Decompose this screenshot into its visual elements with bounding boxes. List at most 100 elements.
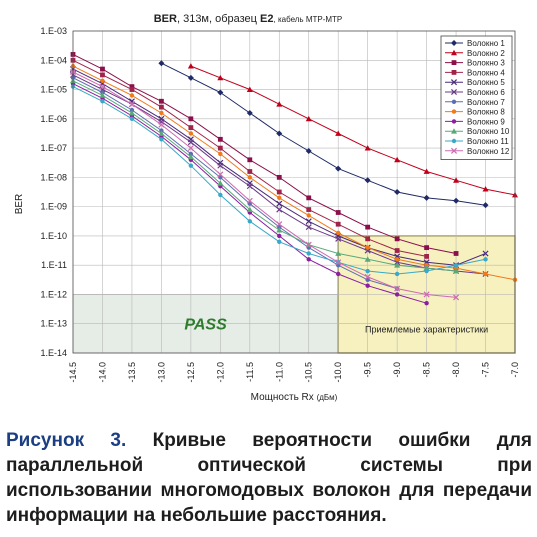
data-point	[365, 224, 371, 230]
data-point	[365, 283, 370, 288]
data-point	[364, 177, 371, 184]
data-point	[482, 186, 489, 192]
series-line	[72, 80, 457, 272]
data-point	[483, 257, 488, 262]
data-point	[217, 171, 224, 178]
data-point	[129, 87, 135, 92]
x-tick-label: -10.0	[333, 362, 343, 383]
data-point	[305, 148, 312, 155]
data-point	[305, 224, 312, 231]
series-8	[70, 63, 518, 283]
data-point	[218, 192, 223, 198]
y-tick-labels: 1.E-03 1.E-04 1.E-05 1.E-06 1.E-07 1.E-08 1.E-…	[40, 26, 67, 358]
legend-label: Волокно 3	[467, 59, 505, 68]
data-point	[335, 235, 342, 242]
data-point	[451, 138, 457, 144]
data-point	[158, 121, 165, 128]
y-tick-label: 1.E-08	[40, 172, 67, 182]
y-tick-label: 1.E-13	[40, 319, 67, 329]
legend-entry: Волокно 9	[445, 117, 505, 126]
data-point	[247, 175, 252, 180]
data-point	[365, 245, 370, 250]
data-point	[482, 250, 489, 257]
data-point	[217, 162, 224, 169]
y-axis-label: BER	[14, 194, 25, 215]
legend-entry: Волокно 7	[445, 98, 505, 107]
data-point	[188, 163, 194, 168]
series-line	[72, 77, 398, 290]
x-tick-labels: -14.5 -14.0 -13.5 -13.0 -12.5 -12.0 -11.5 -11.0…	[68, 362, 520, 383]
series-line	[72, 71, 457, 298]
y-tick-label: 1.E-06	[40, 114, 67, 124]
x-tick-label: -13.0	[156, 362, 166, 383]
data-point	[246, 86, 253, 92]
data-point	[276, 221, 283, 228]
data-point	[217, 89, 224, 96]
data-point	[187, 145, 194, 152]
series-layer	[69, 52, 518, 306]
data-point	[450, 88, 458, 96]
series-line	[72, 53, 457, 254]
legend-entry: Волокно 12	[445, 147, 510, 156]
data-point	[276, 174, 282, 180]
data-point	[276, 200, 283, 207]
legend-entry: Волокно 8	[445, 108, 505, 117]
series-2	[187, 63, 518, 198]
caption-label: Рисунок 3.	[6, 430, 127, 451]
data-point	[187, 139, 194, 146]
legend-label: Волокно 6	[467, 88, 505, 97]
data-point	[453, 262, 459, 268]
data-point	[394, 248, 400, 253]
legend-entry: Волокно 6	[445, 88, 505, 97]
title-sample: E2	[260, 13, 273, 25]
data-point	[451, 119, 457, 124]
y-tick-label: 1.E-03	[40, 26, 67, 36]
legend-label: Волокно 11	[467, 137, 509, 146]
data-point	[100, 72, 105, 78]
legend-entry: Волокно 10	[445, 127, 510, 136]
legend-entry: Волокно 3	[445, 59, 505, 68]
x-tick-label: -7.5	[481, 362, 491, 378]
legend-entry: Волокно 5	[445, 78, 505, 87]
legend-box	[440, 35, 513, 160]
x-tick-label: -10.5	[304, 362, 314, 383]
data-point	[276, 189, 282, 195]
title-cable: , кабель MTP-MTP	[274, 15, 343, 24]
data-point	[247, 219, 252, 224]
x-axis-label-main: Мощность Rx	[251, 392, 314, 403]
legend-label: Волокно 5	[467, 78, 505, 87]
y-tick-label: 1.E-05	[40, 85, 67, 95]
data-point	[99, 83, 106, 90]
x-tick-label: -12.0	[215, 362, 225, 383]
data-point	[247, 157, 253, 163]
data-point	[129, 93, 135, 98]
data-point	[276, 206, 283, 213]
data-point	[277, 233, 282, 239]
data-point	[451, 49, 457, 56]
data-point	[394, 262, 401, 268]
x-tick-label: -8.0	[451, 362, 461, 378]
legend-label: Волокно 10	[467, 127, 510, 136]
legend-label: Волокно 2	[467, 49, 505, 58]
data-point	[451, 40, 457, 46]
data-point	[306, 251, 311, 256]
x-tick-label: -9.0	[392, 362, 402, 378]
data-point	[424, 245, 429, 251]
data-point	[129, 116, 135, 122]
data-point	[246, 197, 253, 204]
title-rest: , 313м, образец	[177, 13, 258, 25]
legend-label: Волокно 9	[467, 117, 505, 126]
data-point	[188, 125, 194, 130]
x-tick-label: -12.5	[186, 362, 196, 383]
series-line	[72, 65, 516, 281]
data-point	[217, 74, 224, 81]
legend-entry: Волокно 4	[445, 68, 505, 77]
y-tick-label: 1.E-04	[40, 55, 67, 65]
data-point	[482, 202, 489, 209]
data-point	[159, 98, 164, 104]
x-tick-label: -8.5	[422, 362, 432, 378]
data-point	[188, 116, 194, 122]
legend-label: Волокно 4	[467, 68, 505, 77]
